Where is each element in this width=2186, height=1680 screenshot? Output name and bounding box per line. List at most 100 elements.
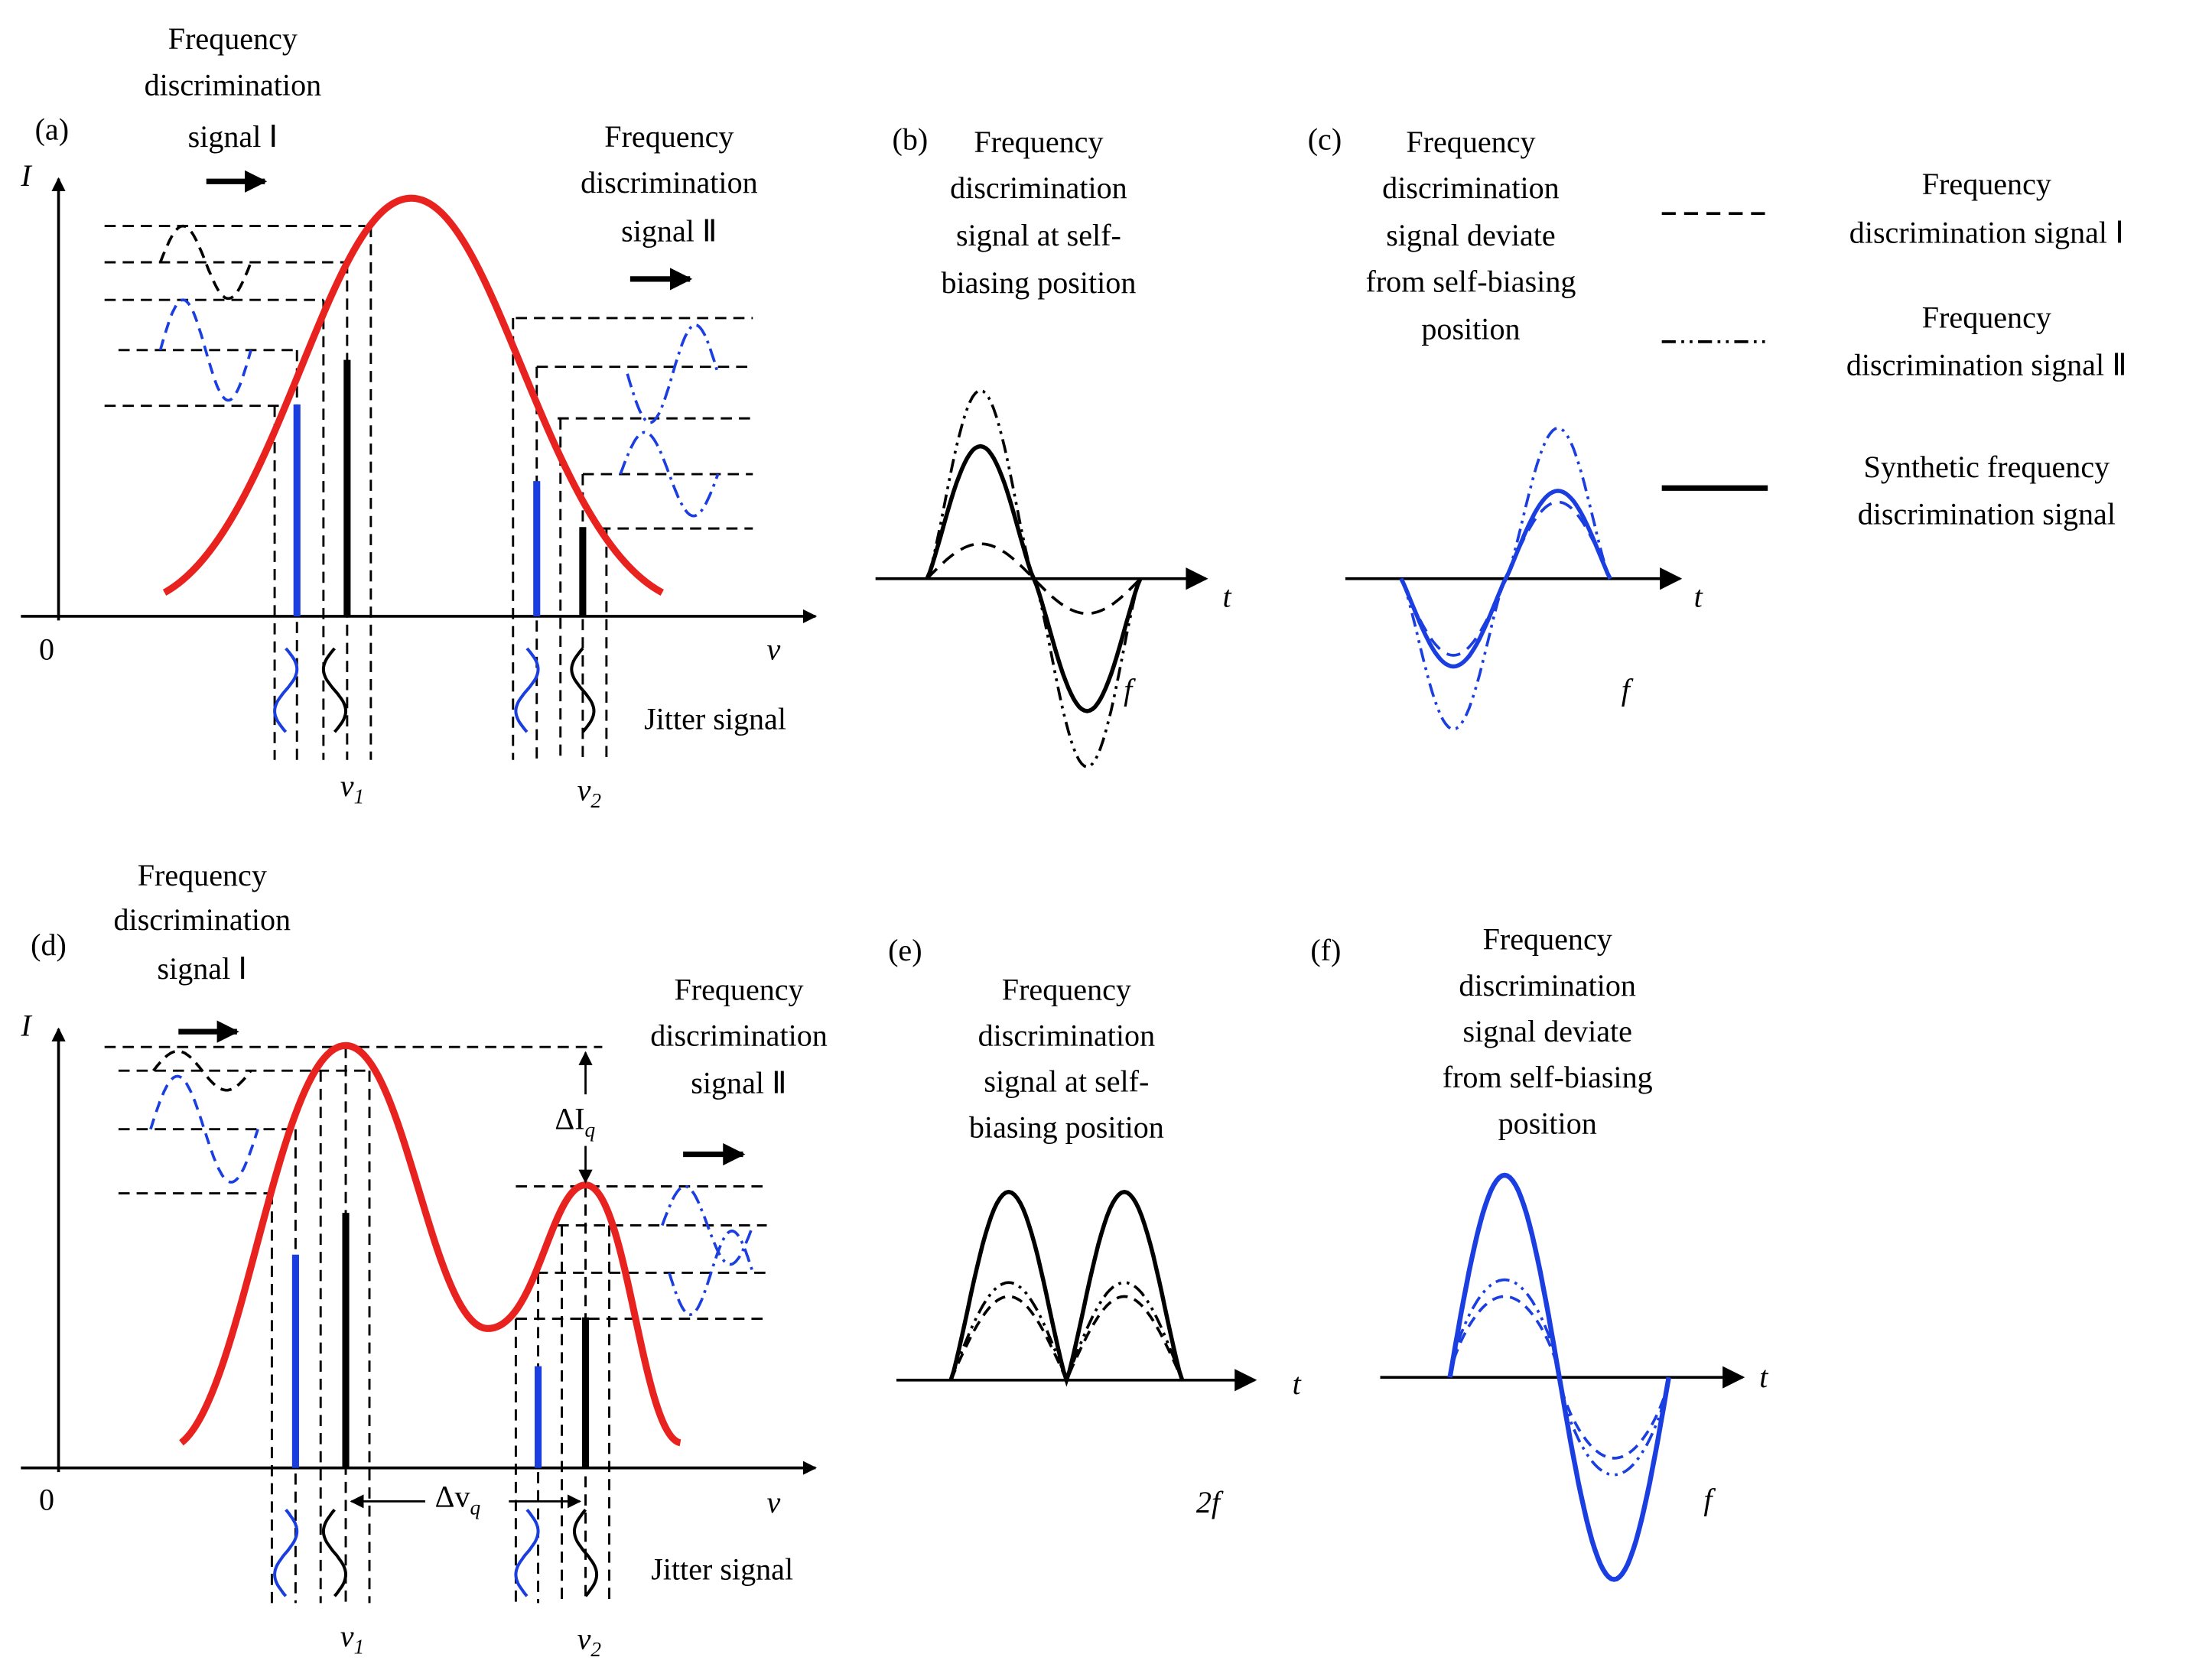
symbol: v [577, 773, 591, 808]
label: signal Ⅰ [188, 119, 278, 154]
label: (e) [888, 933, 922, 967]
label: discrimination signal Ⅱ [1846, 348, 2127, 382]
symbol: ΔI [555, 1102, 584, 1136]
curve [1399, 489, 1612, 669]
label: Frequency [1922, 301, 2051, 335]
curve [152, 1049, 252, 1092]
label: signal Ⅱ [691, 1065, 786, 1100]
label: Frequency [1922, 167, 2051, 201]
symbol-label: v1 [340, 769, 364, 808]
label: (b) [893, 122, 929, 156]
label: f [1622, 672, 1634, 707]
label: discrimination [950, 171, 1127, 205]
symbol: v [577, 1622, 591, 1656]
label: t [1293, 1366, 1302, 1401]
label: signal Ⅰ [158, 951, 248, 986]
label: t [1223, 579, 1232, 613]
label: v [766, 1485, 780, 1519]
jitter-wave [570, 647, 596, 733]
symbol-label: Δvq [435, 1480, 481, 1519]
label: 0 [39, 632, 54, 667]
label: discrimination [581, 165, 758, 200]
label: t [1694, 579, 1703, 613]
label: t [1759, 1360, 1768, 1394]
label: position [1498, 1106, 1597, 1140]
curve [1448, 1278, 1670, 1477]
label: Jitter signal [644, 702, 786, 736]
curve [668, 1229, 755, 1316]
label: biasing position [969, 1110, 1164, 1145]
label: Frequency [604, 119, 734, 154]
subscript: q [470, 1496, 480, 1519]
response-curve [162, 194, 664, 596]
label: Frequency [168, 21, 298, 56]
curve [925, 542, 1142, 616]
label: discrimination [1382, 171, 1560, 205]
symbol: v [340, 1619, 354, 1653]
label: Frequency [1406, 125, 1535, 159]
label: Frequency [1483, 922, 1612, 957]
curve [949, 1295, 1184, 1384]
label: (f) [1310, 933, 1341, 967]
symbol: v [340, 769, 354, 803]
symbol: Δv [435, 1480, 471, 1514]
curve [949, 1281, 1184, 1384]
subscript: q [585, 1119, 596, 1142]
jitter-wave [514, 647, 540, 733]
jitter-wave [321, 1508, 348, 1597]
subscript: 1 [354, 1636, 365, 1659]
symbol-label: v2 [577, 1622, 602, 1662]
jitter-wave [514, 1508, 540, 1597]
signal-1-wave [158, 298, 252, 402]
label: (c) [1308, 122, 1342, 156]
label: signal Ⅱ [621, 214, 717, 249]
label: from self-biasing [1443, 1060, 1653, 1094]
label: Frequency [974, 125, 1103, 159]
label: discrimination [145, 67, 322, 102]
label: I [20, 158, 32, 193]
symbol-label: v2 [577, 773, 602, 813]
label: 0 [39, 1482, 54, 1516]
jitter-wave [572, 1508, 599, 1597]
curve [149, 1074, 259, 1184]
label: Frequency [138, 858, 267, 892]
label: from self-biasing [1365, 264, 1576, 298]
signal-2-wave [626, 323, 720, 424]
curve [948, 1189, 1185, 1387]
label: position [1421, 311, 1520, 346]
symbol-label: v1 [340, 1619, 364, 1659]
label: discrimination [978, 1018, 1156, 1052]
curve [661, 1184, 754, 1266]
label: f [1124, 672, 1136, 707]
label: v [766, 632, 780, 667]
symbol-label: ΔIq [555, 1102, 595, 1142]
label: Synthetic frequency [1864, 450, 2110, 484]
curve [1447, 1172, 1671, 1582]
label: Frequency [1002, 972, 1131, 1006]
subscript: 1 [354, 785, 365, 808]
label: signal at self- [984, 1064, 1149, 1099]
signal-2-wave [619, 431, 720, 518]
jitter-wave [273, 647, 299, 733]
label: discrimination [1459, 968, 1636, 1002]
label: (a) [35, 112, 69, 147]
label: Jitter signal [651, 1552, 793, 1587]
label: signal at self- [956, 218, 1121, 252]
subscript: 2 [590, 1639, 601, 1662]
curve [1400, 427, 1612, 731]
label: 2f [1196, 1485, 1224, 1519]
label: (d) [31, 928, 67, 962]
subscript: 2 [590, 789, 601, 812]
label: Frequency [674, 972, 803, 1006]
response-curve [179, 1041, 682, 1447]
curve [925, 444, 1143, 713]
label: biasing position [941, 265, 1136, 300]
jitter-wave [321, 647, 348, 733]
label: signal deviate [1462, 1014, 1631, 1048]
label: signal deviate [1386, 218, 1555, 252]
jitter-wave [273, 1508, 299, 1597]
label: discrimination [650, 1018, 828, 1052]
label: discrimination [114, 902, 291, 937]
